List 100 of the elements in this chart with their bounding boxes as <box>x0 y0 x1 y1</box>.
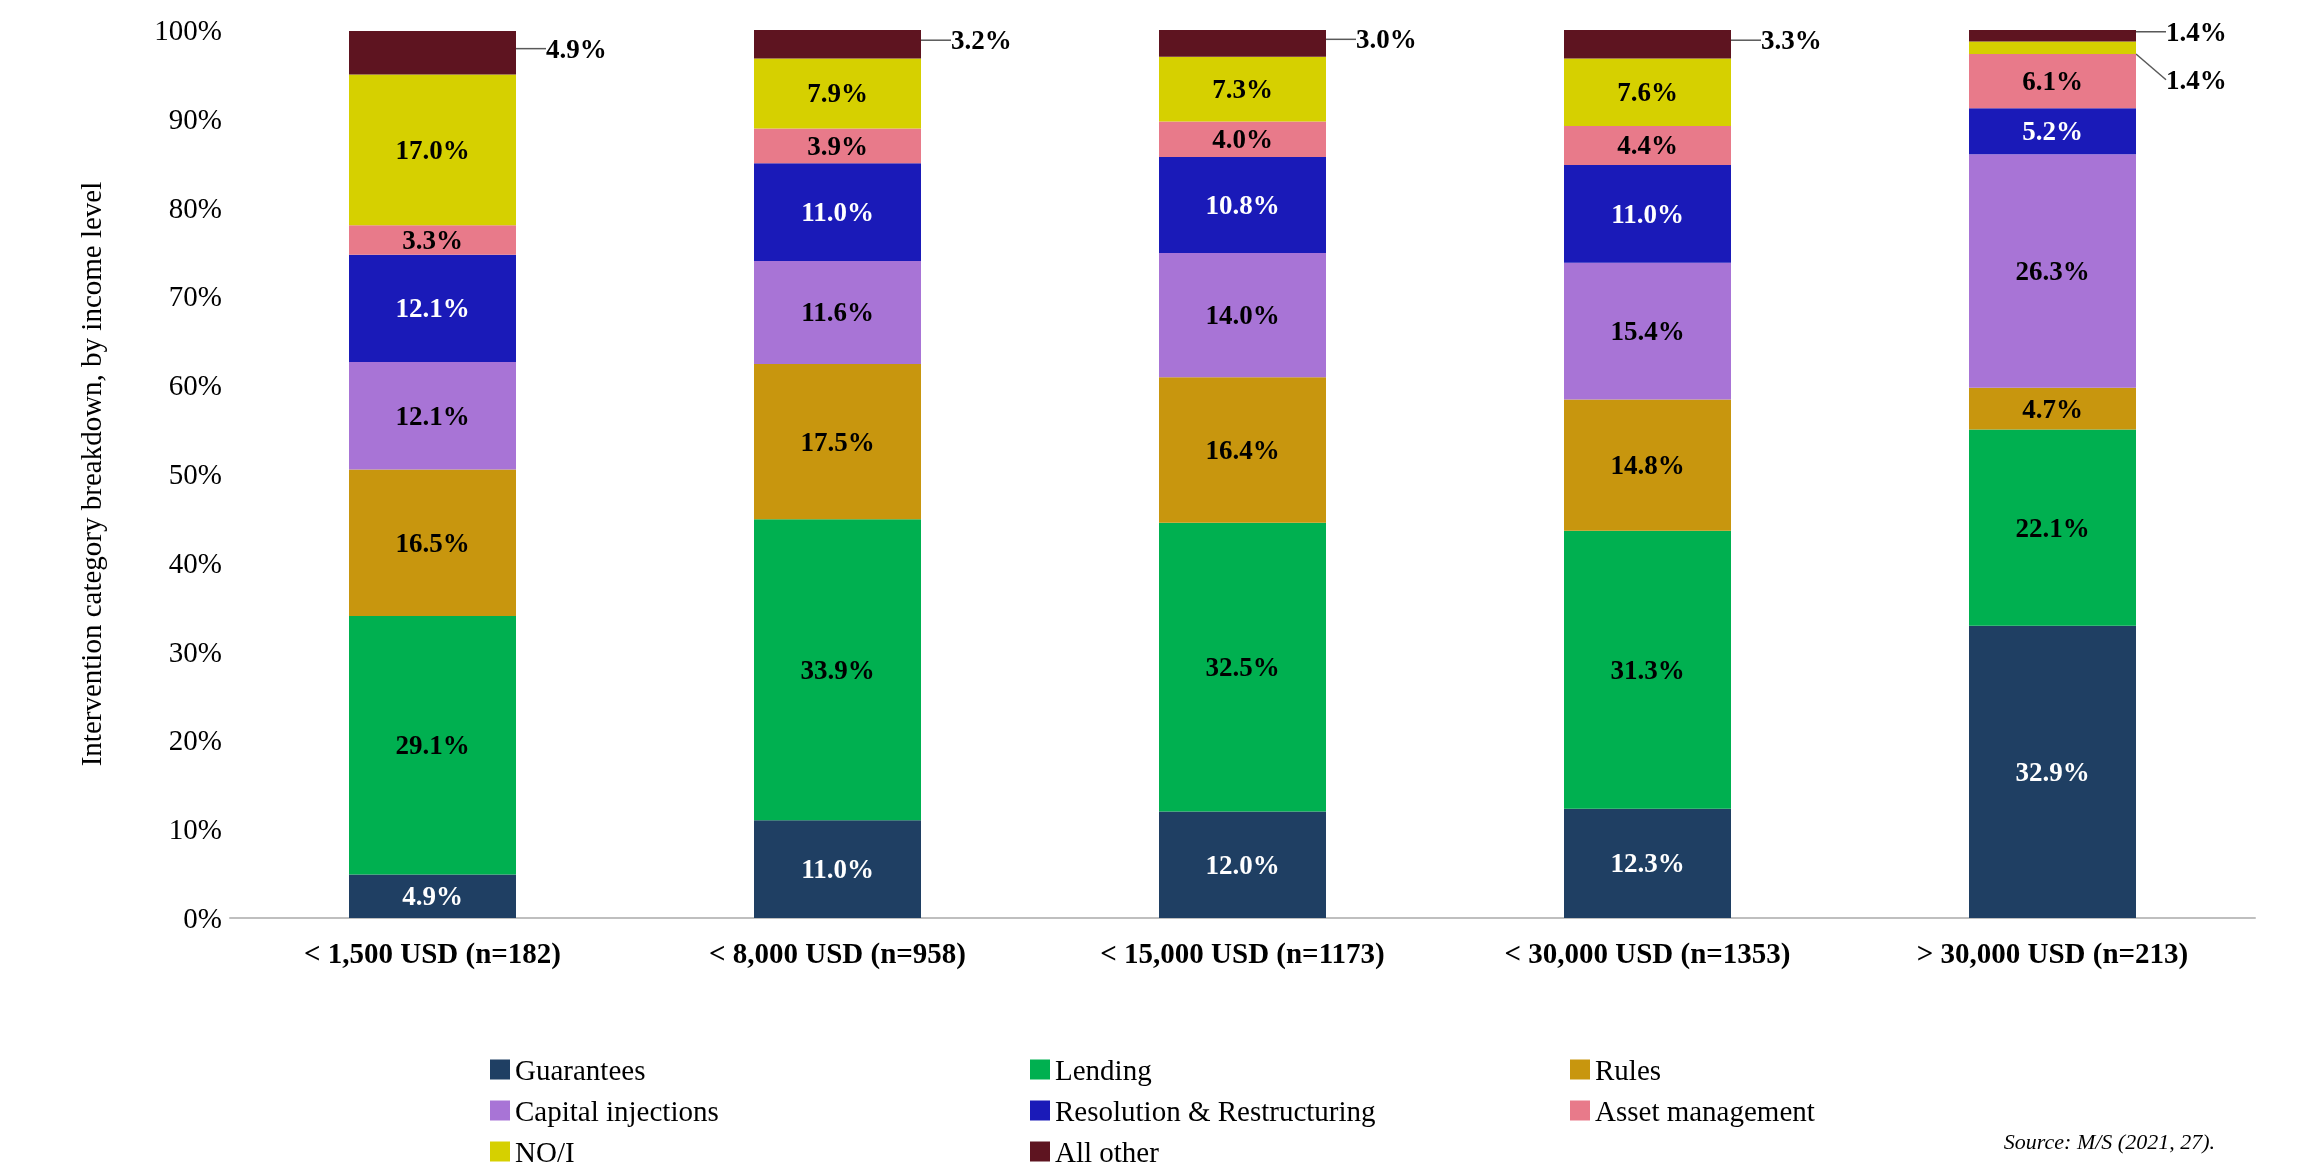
data-label: 4.9% <box>546 33 607 64</box>
data-label: 3.9% <box>807 130 868 161</box>
bar <box>754 363 921 520</box>
y-tick-label: 40% <box>168 546 222 579</box>
legend-label: Lending <box>1055 1053 1152 1086</box>
bar <box>754 163 921 261</box>
x-tick-label: < 8,000 USD (n=958) <box>708 936 967 970</box>
y-tick-label: 20% <box>168 724 222 757</box>
y-tick-label: 50% <box>168 458 222 490</box>
y-tick-label: 80% <box>168 191 222 224</box>
data-label: 7.3% <box>1212 74 1273 105</box>
data-label: 11.0% <box>801 197 874 228</box>
bar <box>754 30 921 59</box>
data-label: 32.5% <box>1205 652 1280 683</box>
bar <box>754 820 921 918</box>
bar <box>1969 429 2136 626</box>
y-tick-label: 70% <box>168 280 222 313</box>
y-tick-label: 100% <box>154 14 222 46</box>
bar <box>754 519 921 821</box>
bar <box>1969 108 2136 155</box>
bar <box>1159 522 1326 812</box>
data-label: 14.8% <box>1610 450 1685 481</box>
bar <box>1969 30 2136 42</box>
bar <box>1564 30 1731 59</box>
x-tick-label: < 15,000 USD (n=1173) <box>1100 936 1385 970</box>
data-label: 3.3% <box>402 225 463 256</box>
y-tick-label: 90% <box>168 102 222 135</box>
bar <box>1969 41 2136 54</box>
data-label: 12.1% <box>395 400 470 431</box>
bar <box>1564 125 1731 165</box>
data-label: 26.3% <box>2015 256 2090 287</box>
y-axis-title: Intervention category breakdown, by income level <box>74 181 107 767</box>
data-label: 29.1% <box>395 730 470 761</box>
y-tick-label: 60% <box>168 369 222 402</box>
bar <box>1564 164 1731 263</box>
data-label: 11.0% <box>801 854 874 885</box>
bar <box>1969 625 2136 918</box>
data-label: 10.8% <box>1205 189 1280 220</box>
bar <box>754 58 921 129</box>
legend-label: Rules <box>1595 1053 1662 1086</box>
data-label: 1.4% <box>2166 64 2227 95</box>
bar <box>349 469 516 617</box>
bar <box>349 616 516 875</box>
legend-label: NO/I <box>515 1135 575 1168</box>
data-label: 15.4% <box>1610 316 1685 347</box>
x-tick-label: > 30,000 USD (n=213) <box>1916 936 2189 970</box>
legend-label: Guarantees <box>515 1053 646 1086</box>
bar <box>349 362 516 470</box>
bar <box>1564 399 1731 531</box>
bar <box>1564 58 1731 126</box>
data-label: 12.1% <box>395 293 470 324</box>
bar <box>1969 387 2136 430</box>
bar <box>1969 154 2136 388</box>
data-label: 4.9% <box>402 881 463 912</box>
bar <box>1564 262 1731 400</box>
data-label: 11.6% <box>801 297 874 328</box>
data-label: 16.4% <box>1205 435 1280 466</box>
data-label: 4.0% <box>1212 124 1273 155</box>
data-label: 4.4% <box>1617 130 1678 161</box>
legend-label: Capital injections <box>515 1094 719 1127</box>
data-label: 12.0% <box>1205 849 1280 880</box>
data-label: 3.3% <box>1761 25 1822 56</box>
data-label: 3.2% <box>951 25 1012 56</box>
data-label: 7.6% <box>1617 77 1678 108</box>
bar <box>1564 530 1731 809</box>
data-label: 3.0% <box>1356 24 1417 55</box>
y-tick-label: 0% <box>183 902 222 934</box>
bar <box>1159 811 1326 918</box>
bar <box>349 74 516 226</box>
data-label: 31.3% <box>1610 654 1685 685</box>
x-tick-label: < 1,500 USD (n=182) <box>303 936 562 970</box>
data-label: 17.0% <box>395 134 470 165</box>
data-label: 11.0% <box>1611 198 1684 229</box>
data-label: 6.1% <box>2022 66 2083 97</box>
legend-label: All other <box>1055 1135 1160 1168</box>
x-tick-label: < 30,000 USD (n=1353) <box>1504 936 1791 970</box>
data-label: 17.5% <box>800 426 875 457</box>
bar <box>754 260 921 364</box>
data-label: 4.7% <box>2022 393 2083 424</box>
legend-label: Asset management <box>1595 1094 1815 1127</box>
bar <box>1969 53 2136 109</box>
bar <box>349 30 516 75</box>
bar <box>1159 156 1326 253</box>
data-label: 32.9% <box>2015 756 2090 787</box>
data-label: 14.0% <box>1205 300 1280 331</box>
bar <box>1159 252 1326 378</box>
bar <box>1159 56 1326 122</box>
bar <box>349 874 516 918</box>
legend-label: Resolution & Restructuring <box>1055 1094 1376 1127</box>
bar <box>1159 121 1326 157</box>
data-label: 1.4% <box>2166 16 2227 47</box>
data-label: 7.9% <box>807 78 868 109</box>
source-note: Source: M/S (2021, 27). <box>2003 1128 2216 1154</box>
bar <box>1159 377 1326 523</box>
bar <box>349 225 516 255</box>
bar <box>1564 808 1731 918</box>
bar <box>349 254 516 363</box>
data-label: 33.9% <box>800 654 875 685</box>
y-tick-label: 30% <box>168 635 222 668</box>
data-label: 22.1% <box>2015 512 2090 543</box>
